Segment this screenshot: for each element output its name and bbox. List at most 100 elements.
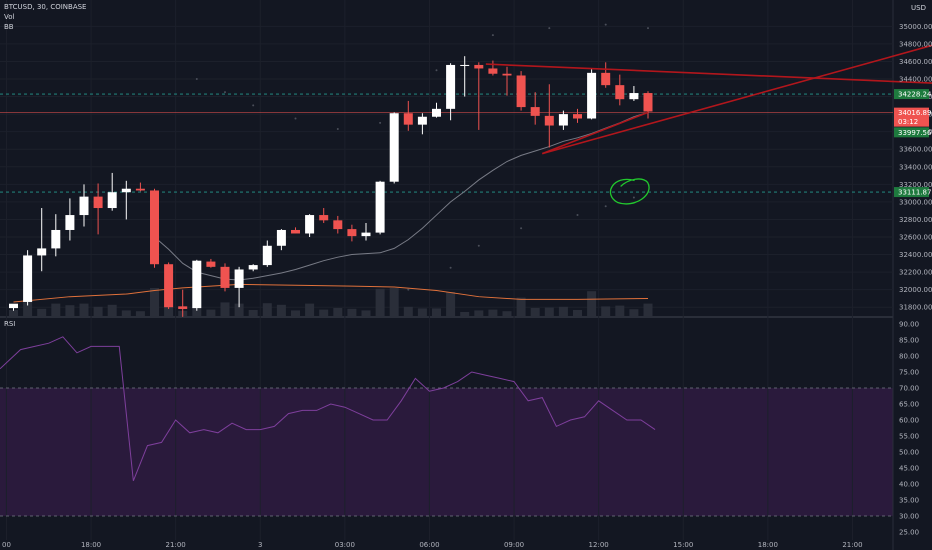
rsi-tick-label: 25.00 (899, 529, 919, 537)
bb-band-dot (477, 244, 480, 247)
candle-body (291, 229, 300, 234)
trendline (542, 44, 932, 155)
price-tick-label: 32600.00 (899, 234, 932, 242)
volume-bar (65, 305, 75, 316)
candle-body (432, 108, 441, 117)
volume-bar (389, 288, 399, 316)
candle-body (558, 114, 568, 126)
candle-body (93, 196, 103, 209)
volume-bar (502, 311, 512, 316)
bb-band-dot (252, 104, 255, 107)
candle-body (601, 72, 611, 86)
price-tick-label: 34800.00 (899, 40, 932, 48)
price-tick-label: 31800.00 (899, 304, 932, 312)
volume-bar (375, 288, 385, 316)
volume-bar (248, 310, 258, 316)
rsi-legend[interactable]: RSI (4, 320, 16, 328)
bb-band-dot (548, 27, 551, 30)
rsi-tick-label: 85.00 (899, 337, 919, 345)
candle-body (544, 115, 554, 126)
price-tick-label: 32800.00 (899, 216, 932, 224)
bb-band-dot (407, 288, 410, 291)
bb-band-dot (195, 78, 198, 80)
candle-body (305, 215, 315, 234)
volume-ma-line (13, 283, 649, 303)
volume-legend[interactable]: Vol (4, 13, 15, 21)
volume-bar (530, 308, 540, 316)
last-price-marker-bg (894, 107, 929, 118)
candle-body (629, 93, 639, 100)
volume-bar (220, 302, 230, 316)
candle-body (474, 64, 484, 69)
volume-bar (93, 306, 103, 316)
time-tick-label: 09:00 (504, 541, 524, 549)
rsi-tick-label: 45.00 (899, 465, 919, 473)
trendline (541, 111, 649, 155)
level-marker-upper-bg (894, 89, 929, 100)
volume-bar (446, 292, 456, 316)
price-tick-label: 33000.00 (899, 198, 932, 206)
volume-bar (573, 310, 582, 316)
bb-band-dot (491, 34, 494, 37)
volume-bar (558, 306, 568, 316)
candle-body (347, 229, 357, 237)
bb-band-dot (294, 117, 297, 120)
currency-label: USD (911, 4, 926, 12)
candle-body (276, 229, 286, 246)
volume-bar (135, 311, 145, 316)
rsi-tick-label: 90.00 (899, 321, 919, 329)
bb-band-dot (379, 121, 382, 124)
rsi-tick-label: 55.00 (899, 433, 919, 441)
price-marker-lower-bg (894, 127, 929, 138)
candle-body (361, 232, 371, 237)
candle-body (502, 73, 512, 76)
volume-bar (488, 309, 498, 316)
bb-band-dot (647, 27, 649, 30)
trendline (485, 63, 932, 84)
symbol-legend[interactable]: BTCUSD, 30, COINBASE (4, 3, 87, 11)
hand-drawn-annotation (609, 178, 650, 205)
volume-bar (587, 291, 597, 316)
countdown-marker-bg (894, 116, 929, 127)
volume-bar (460, 312, 470, 316)
rsi-tick-label: 65.00 (899, 401, 919, 409)
rsi-tick-label: 30.00 (899, 513, 919, 521)
candle-body (615, 85, 625, 100)
candle-body (23, 255, 33, 302)
volume-bar (37, 308, 47, 316)
candle-body (178, 306, 188, 309)
price-tick-label: 33600.00 (899, 146, 932, 154)
rsi-band-fill (0, 388, 893, 516)
rsi-tick-label: 35.00 (899, 497, 919, 505)
candle-body (530, 107, 540, 116)
price-tick-label: 32000.00 (899, 286, 932, 294)
price-tick-label: 33200.00 (899, 181, 932, 189)
volume-bar (403, 306, 413, 316)
level-marker-upper: 34228.24 (898, 91, 932, 99)
bb-band-dot (224, 91, 226, 94)
candle-body (403, 113, 413, 125)
rsi-tick-label: 40.00 (899, 481, 919, 489)
candle-body (65, 215, 75, 230)
bb-band-dot (435, 69, 438, 72)
volume-bar (615, 305, 625, 316)
bb-band-dot (604, 205, 607, 208)
volume-bar (276, 304, 286, 316)
volume-bar (347, 308, 357, 316)
volume-bar (432, 308, 441, 316)
volume-bar (121, 310, 131, 316)
candle-body (375, 181, 385, 233)
rsi-tick-label: 50.00 (899, 449, 919, 457)
rsi-line (0, 336, 656, 481)
rsi-tick-label: 70.00 (899, 385, 919, 393)
candle-body (417, 116, 427, 125)
time-tick-label: 21:00 (842, 541, 862, 549)
volume-bar (333, 308, 343, 316)
candle-body (488, 68, 498, 74)
time-tick-label: 18:00 (758, 541, 778, 549)
bb-band-dot (604, 23, 607, 26)
candle-body (333, 220, 343, 230)
price-tick-label: 34400.00 (899, 76, 932, 84)
bollinger-legend[interactable]: BB (4, 23, 14, 31)
